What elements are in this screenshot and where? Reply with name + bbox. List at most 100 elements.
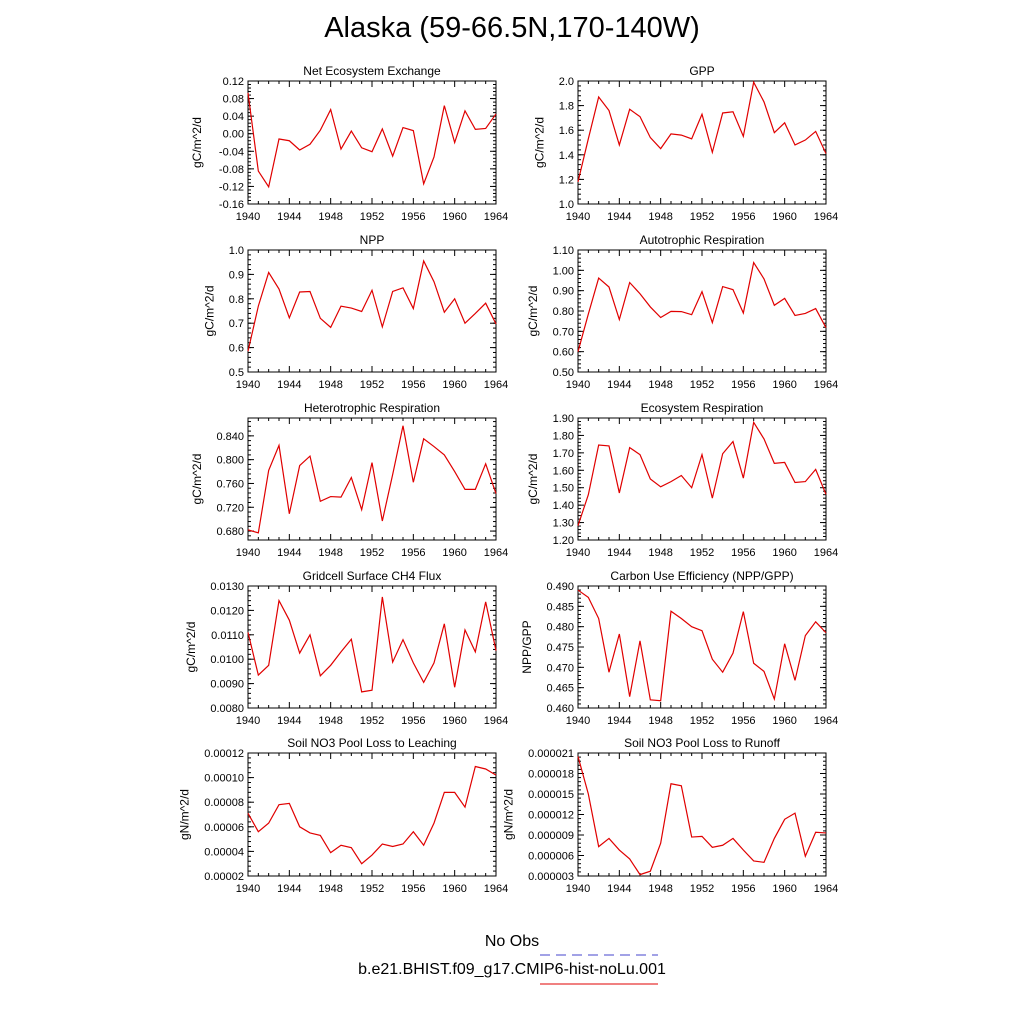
y-tick-label: 2.0 — [559, 76, 574, 88]
y-tick-label: 1.30 — [553, 518, 574, 530]
x-tick-label: 1952 — [690, 379, 714, 391]
x-tick-label: 1964 — [484, 715, 508, 727]
chart-panel-6: Ecosystem Respiration 1940 1944 1948 1952 195… — [526, 401, 838, 559]
x-tick-label: 1960 — [772, 379, 796, 391]
chart-panel-2: GPP 1940 1944 1948 1952 1956 1960 1964 1.0 1.2 1.4… — [532, 64, 838, 223]
x-tick-label: 1956 — [731, 883, 755, 895]
x-tick-label: 1944 — [607, 883, 631, 895]
y-tick-label: 0.04 — [223, 111, 244, 123]
series-line — [247, 765, 497, 865]
x-tick-label: 1952 — [360, 715, 384, 727]
x-tick-label: 1952 — [690, 715, 714, 727]
x-tick-label: 1940 — [566, 715, 590, 727]
chart-panel-5: Heterotrophic Respiration 1940 1944 1948 195… — [190, 401, 508, 559]
x-tick-label: 1964 — [484, 211, 508, 223]
x-tick-label: 1960 — [442, 883, 466, 895]
y-tick-label: 0.00010 — [204, 773, 244, 785]
y-tick-label: -0.08 — [219, 164, 244, 176]
y-tick-label: 0.000006 — [528, 851, 574, 863]
x-tick-label: 1948 — [318, 547, 342, 559]
y-tick-label: 1.10 — [553, 245, 574, 257]
x-tick-label: 1964 — [814, 211, 838, 223]
x-tick-label: 1940 — [236, 715, 260, 727]
x-tick-label: 1956 — [401, 883, 425, 895]
x-tick-label: 1948 — [318, 211, 342, 223]
x-tick-label: 1964 — [814, 883, 838, 895]
panel-title: Soil NO3 Pool Loss to Leaching — [287, 736, 456, 750]
y-tick-label: 0.0080 — [210, 703, 244, 715]
y-tick-label: 1.70 — [553, 448, 574, 460]
y-tick-label: 0.0120 — [210, 605, 244, 617]
x-tick-label: 1952 — [690, 883, 714, 895]
x-tick-label: 1944 — [277, 883, 301, 895]
y-tick-label: 0.0100 — [210, 654, 244, 666]
series-line — [247, 425, 497, 534]
chart-panel-1: Net Ecosystem Exchange 1940 1944 1948 1952 19… — [190, 64, 508, 223]
y-tick-label: 1.20 — [553, 535, 574, 547]
y-tick-label: -0.16 — [219, 199, 244, 211]
x-tick-label: 1948 — [318, 715, 342, 727]
y-tick-label: 0.475 — [546, 642, 574, 654]
panel-title: Carbon Use Efficiency (NPP/GPP) — [610, 569, 793, 583]
x-tick-label: 1952 — [360, 379, 384, 391]
y-tick-label: 0.0130 — [210, 581, 244, 593]
x-tick-label: 1952 — [360, 547, 384, 559]
x-tick-label: 1956 — [401, 379, 425, 391]
x-tick-label: 1956 — [401, 211, 425, 223]
x-tick-label: 1956 — [401, 715, 425, 727]
x-tick-label: 1940 — [566, 547, 590, 559]
series-line — [577, 756, 827, 876]
y-tick-label: 0.00012 — [204, 748, 244, 760]
y-tick-label: 1.40 — [553, 500, 574, 512]
y-tick-label: 0.465 — [546, 683, 574, 695]
x-tick-label: 1960 — [772, 211, 796, 223]
y-axis-label: gC/m^2/d — [190, 117, 204, 168]
panel-title: Ecosystem Respiration — [641, 401, 764, 415]
x-tick-label: 1940 — [566, 883, 590, 895]
y-tick-label: 0.12 — [223, 76, 244, 88]
x-tick-label: 1940 — [236, 211, 260, 223]
y-tick-label: 1.8 — [559, 101, 574, 113]
x-tick-label: 1940 — [236, 547, 260, 559]
x-tick-label: 1944 — [277, 211, 301, 223]
y-axis-label: gC/m^2/d — [190, 454, 204, 505]
x-tick-label: 1948 — [318, 883, 342, 895]
y-axis-label: gC/m^2/d — [526, 454, 540, 505]
x-tick-label: 1964 — [814, 547, 838, 559]
x-tick-label: 1944 — [607, 211, 631, 223]
x-tick-label: 1944 — [607, 715, 631, 727]
panel-title: NPP — [360, 233, 385, 247]
y-tick-label: 1.2 — [559, 174, 574, 186]
series-line — [247, 596, 497, 693]
x-tick-label: 1964 — [484, 379, 508, 391]
series-line — [247, 259, 497, 352]
x-tick-label: 1948 — [648, 379, 672, 391]
x-tick-label: 1960 — [442, 211, 466, 223]
y-tick-label: 0.00 — [223, 129, 244, 141]
y-tick-label: 0.000015 — [528, 789, 574, 801]
x-tick-label: 1964 — [814, 715, 838, 727]
x-tick-label: 1940 — [566, 379, 590, 391]
x-tick-label: 1960 — [772, 547, 796, 559]
y-tick-label: 0.000012 — [528, 810, 574, 822]
y-tick-label: 0.490 — [546, 581, 574, 593]
panel-title: Heterotrophic Respiration — [304, 401, 440, 415]
y-axis-label: gC/m^2/d — [202, 286, 216, 337]
x-tick-label: 1948 — [318, 379, 342, 391]
y-tick-label: 1.90 — [553, 413, 574, 425]
y-tick-label: 1.50 — [553, 483, 574, 495]
panel-title: Gridcell Surface CH4 Flux — [303, 569, 442, 583]
y-tick-label: 1.00 — [553, 265, 574, 277]
series-line — [577, 420, 827, 526]
x-tick-label: 1956 — [731, 211, 755, 223]
y-tick-label: 0.50 — [553, 367, 574, 379]
y-tick-label: 0.760 — [216, 478, 244, 490]
x-tick-label: 1944 — [277, 547, 301, 559]
x-tick-label: 1948 — [648, 211, 672, 223]
x-tick-label: 1960 — [772, 883, 796, 895]
x-tick-label: 1956 — [731, 379, 755, 391]
x-tick-label: 1940 — [236, 379, 260, 391]
y-tick-label: 0.470 — [546, 662, 574, 674]
series-line — [577, 261, 827, 352]
